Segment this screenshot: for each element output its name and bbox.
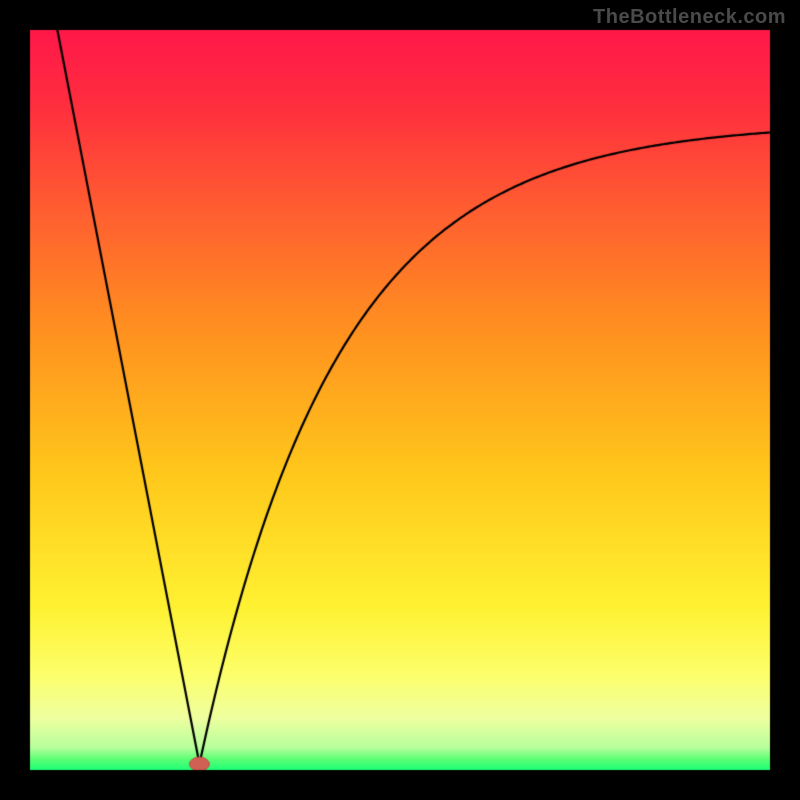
chart-stage: TheBottleneck.com [0, 0, 800, 800]
bottleneck-chart-canvas [0, 0, 800, 800]
